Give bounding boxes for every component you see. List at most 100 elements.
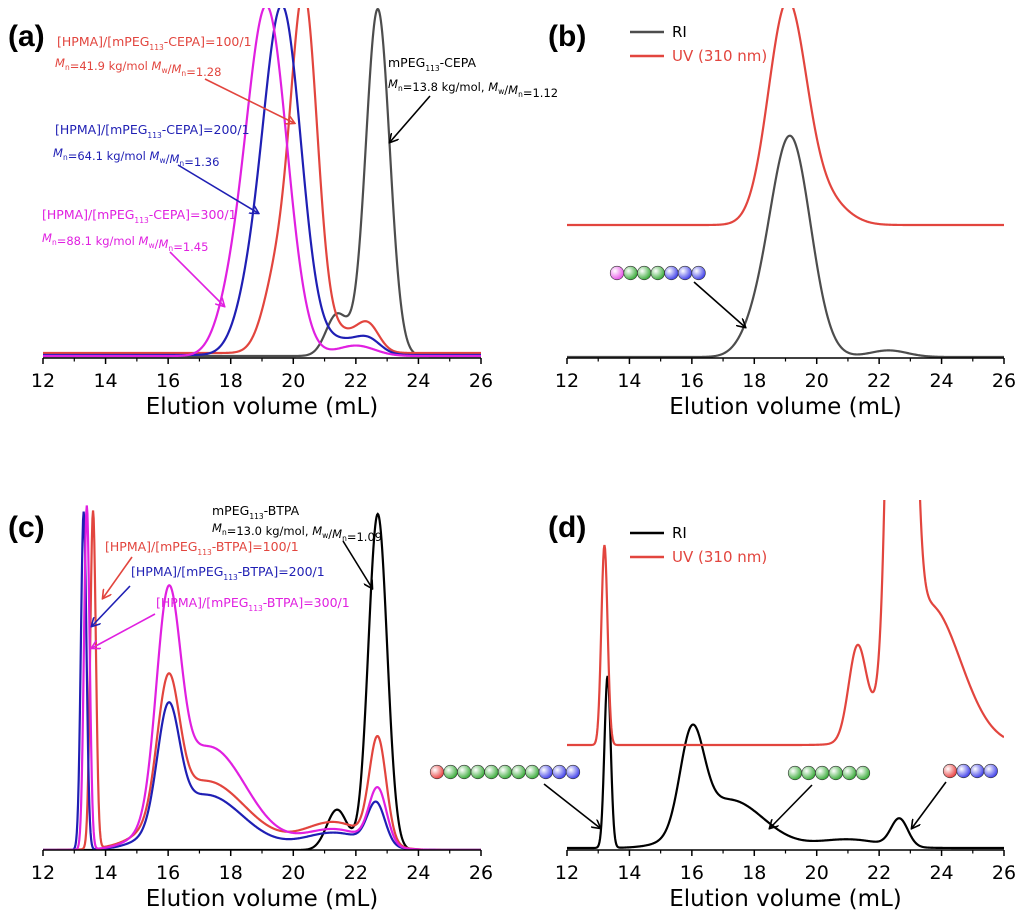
annotation-mw: Mn=13.8 kg/mol, Mw/Mn=1.12 <box>388 77 558 100</box>
x-tick-label: 20 <box>281 862 305 884</box>
x-axis-label: Elution volume (mL) <box>669 886 902 912</box>
x-tick-label: 16 <box>156 370 180 392</box>
annotation-label: [HPMA]/[mPEG113-BTPA]=200/1 <box>131 564 325 582</box>
annotation-label: [HPMA]/[mPEG113-CEPA]=200/1 <box>55 122 250 140</box>
bead <box>497 764 513 780</box>
x-tick-label: 24 <box>406 370 430 392</box>
bead <box>677 265 693 281</box>
x-tick-label: 14 <box>93 370 117 392</box>
x-tick-label: 20 <box>805 862 829 884</box>
copolymer-bead-icon <box>429 764 581 780</box>
panel-label: (d) <box>548 511 586 544</box>
legend-entry: UV (310 nm) <box>672 548 767 566</box>
bead <box>983 763 998 779</box>
x-tick-label: 22 <box>867 370 891 392</box>
x-tick-label: 18 <box>742 862 766 884</box>
x-tick-label: 26 <box>469 370 493 392</box>
x-tick-label: 18 <box>219 370 243 392</box>
annotation-arrow <box>693 281 745 327</box>
annotation-label: [HPMA]/[mPEG113-CEPA]=300/1 <box>42 207 237 225</box>
bead <box>429 764 445 780</box>
macro-cta-bead-icon <box>942 763 998 779</box>
annotation-arrow <box>912 781 947 828</box>
curves <box>567 8 1004 358</box>
series-line-2 <box>43 8 481 355</box>
series-line-2 <box>567 8 1004 227</box>
curves <box>567 500 1004 850</box>
bead <box>942 763 958 779</box>
panel-label: (c) <box>8 511 45 544</box>
bead <box>664 265 679 281</box>
x-tick-label: 22 <box>867 862 891 884</box>
x-tick-label: 14 <box>617 862 641 884</box>
x-tick-label: 22 <box>344 862 368 884</box>
bead <box>815 765 830 781</box>
chart-panel-4: (d) 12 14 16 18 20 22 24 26 Elution volume (mL) <box>548 500 1016 912</box>
annotation-arrow <box>103 556 133 598</box>
x-tick-label: 16 <box>680 862 704 884</box>
x-tick-label: 24 <box>929 370 953 392</box>
x-tick-label: 26 <box>992 862 1016 884</box>
x-axis-label: Elution volume (mL) <box>669 394 902 420</box>
x-tick-label: 14 <box>617 370 641 392</box>
annotation-arrow <box>92 613 156 648</box>
x-tick-label: 26 <box>992 370 1016 392</box>
x-tick-label: 12 <box>555 862 579 884</box>
series-line-4 <box>43 505 481 850</box>
x-tick-label: 20 <box>805 370 829 392</box>
bead <box>552 764 567 780</box>
panel-label: (a) <box>8 20 45 53</box>
annotation-label: mPEG113-BTPA <box>212 503 300 521</box>
annotation-arrow <box>390 95 431 142</box>
x-tick-label: 16 <box>156 862 180 884</box>
bead <box>457 764 472 780</box>
bead <box>970 763 985 779</box>
x-tick-label: 12 <box>555 370 579 392</box>
series-line-1 <box>567 134 1004 358</box>
bead <box>538 764 553 780</box>
annotation-arrow <box>543 783 600 828</box>
curves <box>43 505 481 850</box>
x-tick-label: 26 <box>469 862 493 884</box>
x-tick-label: 18 <box>219 862 243 884</box>
x-tick-label: 12 <box>31 370 55 392</box>
curves <box>43 8 481 358</box>
bead <box>623 265 638 281</box>
legend-entry: UV (310 nm) <box>672 47 767 65</box>
annotation-arrow <box>177 164 258 213</box>
series-line-4 <box>43 8 481 358</box>
panel-label: (b) <box>548 20 586 53</box>
x-tick-label: 18 <box>742 370 766 392</box>
bead <box>855 765 871 781</box>
annotation-arrow <box>342 540 372 588</box>
bead <box>691 265 706 281</box>
bead <box>956 763 971 779</box>
x-tick-label: 16 <box>680 370 704 392</box>
bead <box>787 765 803 781</box>
annotation-mw: Mn=88.1 kg/mol Mw/Mn=1.45 <box>42 231 208 254</box>
series-line-2 <box>43 510 481 850</box>
series-line-1 <box>567 675 1004 850</box>
annotation-arrow <box>169 251 224 306</box>
bead <box>525 764 540 780</box>
x-tick-label: 20 <box>281 370 305 392</box>
chart-panel-2: (b) 12 14 16 18 20 22 24 26 Elution volume (mL) <box>548 8 1016 420</box>
annotation-mw: Mn=64.1 kg/mol Mw/Mn=1.36 <box>53 146 219 169</box>
x-tick-label: 24 <box>929 862 953 884</box>
annotation-arrow <box>204 78 294 123</box>
legend-entry: RI <box>672 23 687 41</box>
annotation-arrow <box>92 585 131 626</box>
annotation-label: [HPMA]/[mPEG113-BTPA]=300/1 <box>156 595 350 613</box>
x-tick-label: 12 <box>31 862 55 884</box>
x-tick-label: 22 <box>344 370 368 392</box>
bead <box>801 765 816 781</box>
block-bead-icon <box>787 765 871 781</box>
series-line-3 <box>43 511 481 850</box>
x-axis-label: Elution volume (mL) <box>146 886 379 912</box>
bead <box>511 764 526 780</box>
x-tick-label: 24 <box>406 862 430 884</box>
polymer-bead-icon <box>609 265 706 281</box>
annotation-label: [HPMA]/[mPEG113-CEPA]=100/1 <box>57 34 252 52</box>
annotation-arrow <box>770 784 813 828</box>
